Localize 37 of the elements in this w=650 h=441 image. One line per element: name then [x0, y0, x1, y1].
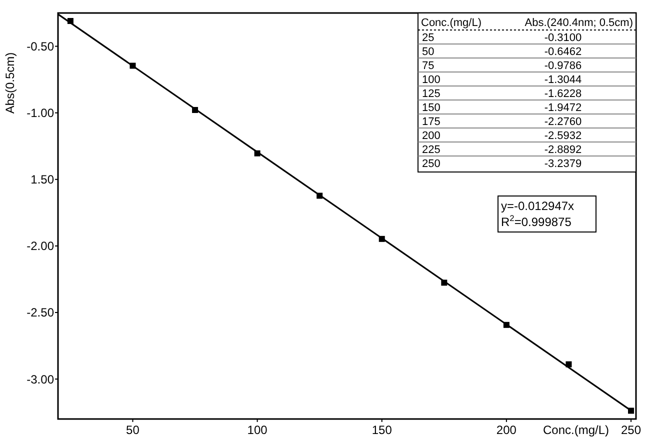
y-tick-label: -1.00	[26, 106, 54, 120]
annotation: 25	[422, 32, 434, 44]
annotation: Conc.(mg/L)	[421, 17, 482, 29]
annotation: -1.3044	[544, 74, 582, 86]
x-tick-label: 150	[372, 423, 392, 437]
annotation: y=-0.012947x	[501, 199, 574, 213]
annotation: -2.5932	[544, 130, 582, 142]
y-axis-title: Abs(0.5cm)	[3, 52, 17, 114]
annotation: 100	[422, 74, 440, 86]
x-tick-label: 250	[621, 423, 642, 437]
annotation: -3.2379	[544, 158, 582, 170]
annotation: -1.9472	[544, 102, 582, 114]
annotation: -0.3100	[544, 32, 582, 44]
annotation: Abs.(240.4nm; 0.5cm)	[524, 17, 633, 29]
annotation: R$^{2}$=0.999875	[501, 213, 572, 229]
x-tick-label: 50	[126, 423, 140, 437]
annotation: 50	[422, 46, 434, 58]
x-axis-title: Conc.(mg/L)	[543, 423, 610, 437]
annotation: -2.8892	[544, 144, 582, 156]
annotation: -2.2760	[544, 116, 582, 128]
annotation: -0.9786	[544, 60, 582, 72]
annotation: 125	[422, 88, 440, 100]
annotation: 150	[422, 102, 440, 114]
annotation: -1.6228	[544, 88, 582, 100]
annotation: 225	[422, 144, 440, 156]
annotation: -0.6462	[544, 46, 582, 58]
y-tick-label: -3.00	[26, 372, 54, 386]
y-tick-label: -2.00	[26, 239, 54, 254]
x-tick-label: 100	[247, 423, 268, 437]
annotation: 200	[422, 130, 440, 142]
y-tick-label: 1.50	[30, 172, 54, 187]
y-tick-label: -0.50	[26, 39, 54, 54]
y-tick-label: -2.50	[26, 306, 54, 320]
annotation: 175	[422, 116, 440, 128]
annotation: 250	[422, 158, 440, 170]
annotation: 75	[422, 60, 434, 72]
x-tick-label: 200	[496, 423, 517, 437]
